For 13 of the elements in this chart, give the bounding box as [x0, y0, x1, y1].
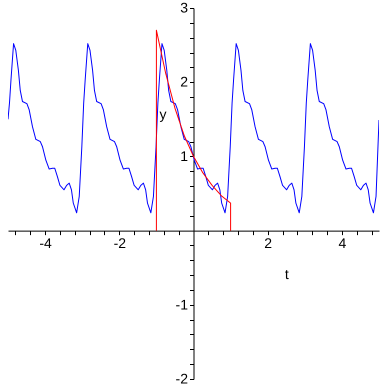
x-tick-label: 4: [338, 235, 346, 252]
y-tick-label: 3: [180, 0, 188, 16]
line-series: [8, 43, 379, 214]
x-axis-title: t: [284, 266, 289, 282]
y-tick-label: 2: [180, 74, 188, 90]
x-tick-label: 2: [264, 235, 272, 252]
line-series: [156, 30, 232, 232]
y-tick-label: -2: [176, 370, 188, 386]
y-tick-label: 1: [180, 148, 188, 164]
y-tick-label: -1: [176, 296, 188, 312]
y-axis-title: y: [160, 106, 166, 122]
x-tick-label: -2: [114, 235, 126, 252]
x-tick-label: -4: [39, 235, 52, 252]
